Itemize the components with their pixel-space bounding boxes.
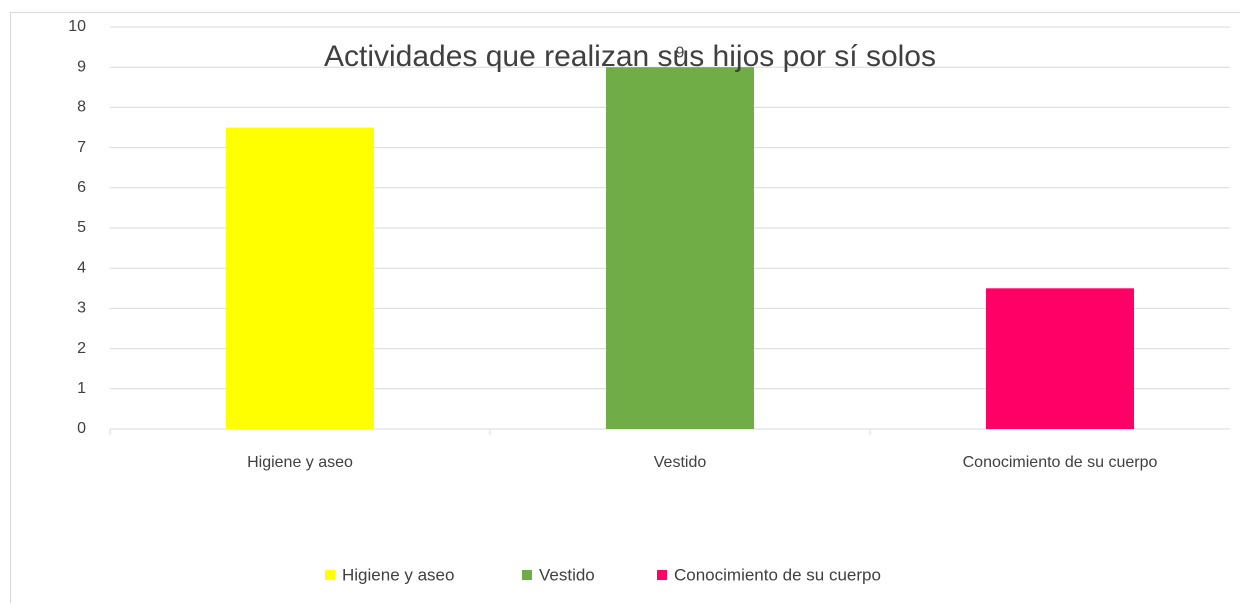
y-tick-label: 2 <box>77 340 86 357</box>
y-tick-label: 8 <box>77 99 86 116</box>
legend-label: Conocimiento de su cuerpo <box>674 565 881 584</box>
chart-title: Actividades que realizan sus hijos por s… <box>324 40 936 73</box>
legend-label: Vestido <box>539 565 595 584</box>
y-tick-label: 7 <box>77 139 86 156</box>
y-tick-label: 1 <box>77 380 86 397</box>
legend-swatch <box>325 570 335 580</box>
legend-label: Higiene y aseo <box>342 565 454 584</box>
y-tick-label: 10 <box>68 18 86 35</box>
y-tick-label: 6 <box>77 179 86 196</box>
x-tick-label: Higiene y aseo <box>247 454 353 471</box>
bar <box>606 67 754 429</box>
data-label: 9 <box>676 44 685 61</box>
y-tick-label: 9 <box>77 58 86 75</box>
bar <box>986 288 1134 429</box>
y-tick-label: 3 <box>77 300 86 317</box>
y-tick-label: 4 <box>77 259 86 276</box>
y-tick-label: 5 <box>77 219 86 236</box>
x-tick-label: Conocimiento de su cuerpo <box>963 454 1158 471</box>
bar <box>226 128 374 430</box>
legend-swatch <box>522 570 532 580</box>
x-tick-label: Vestido <box>654 454 707 471</box>
y-tick-label: 0 <box>77 420 86 437</box>
legend-swatch <box>657 570 667 580</box>
